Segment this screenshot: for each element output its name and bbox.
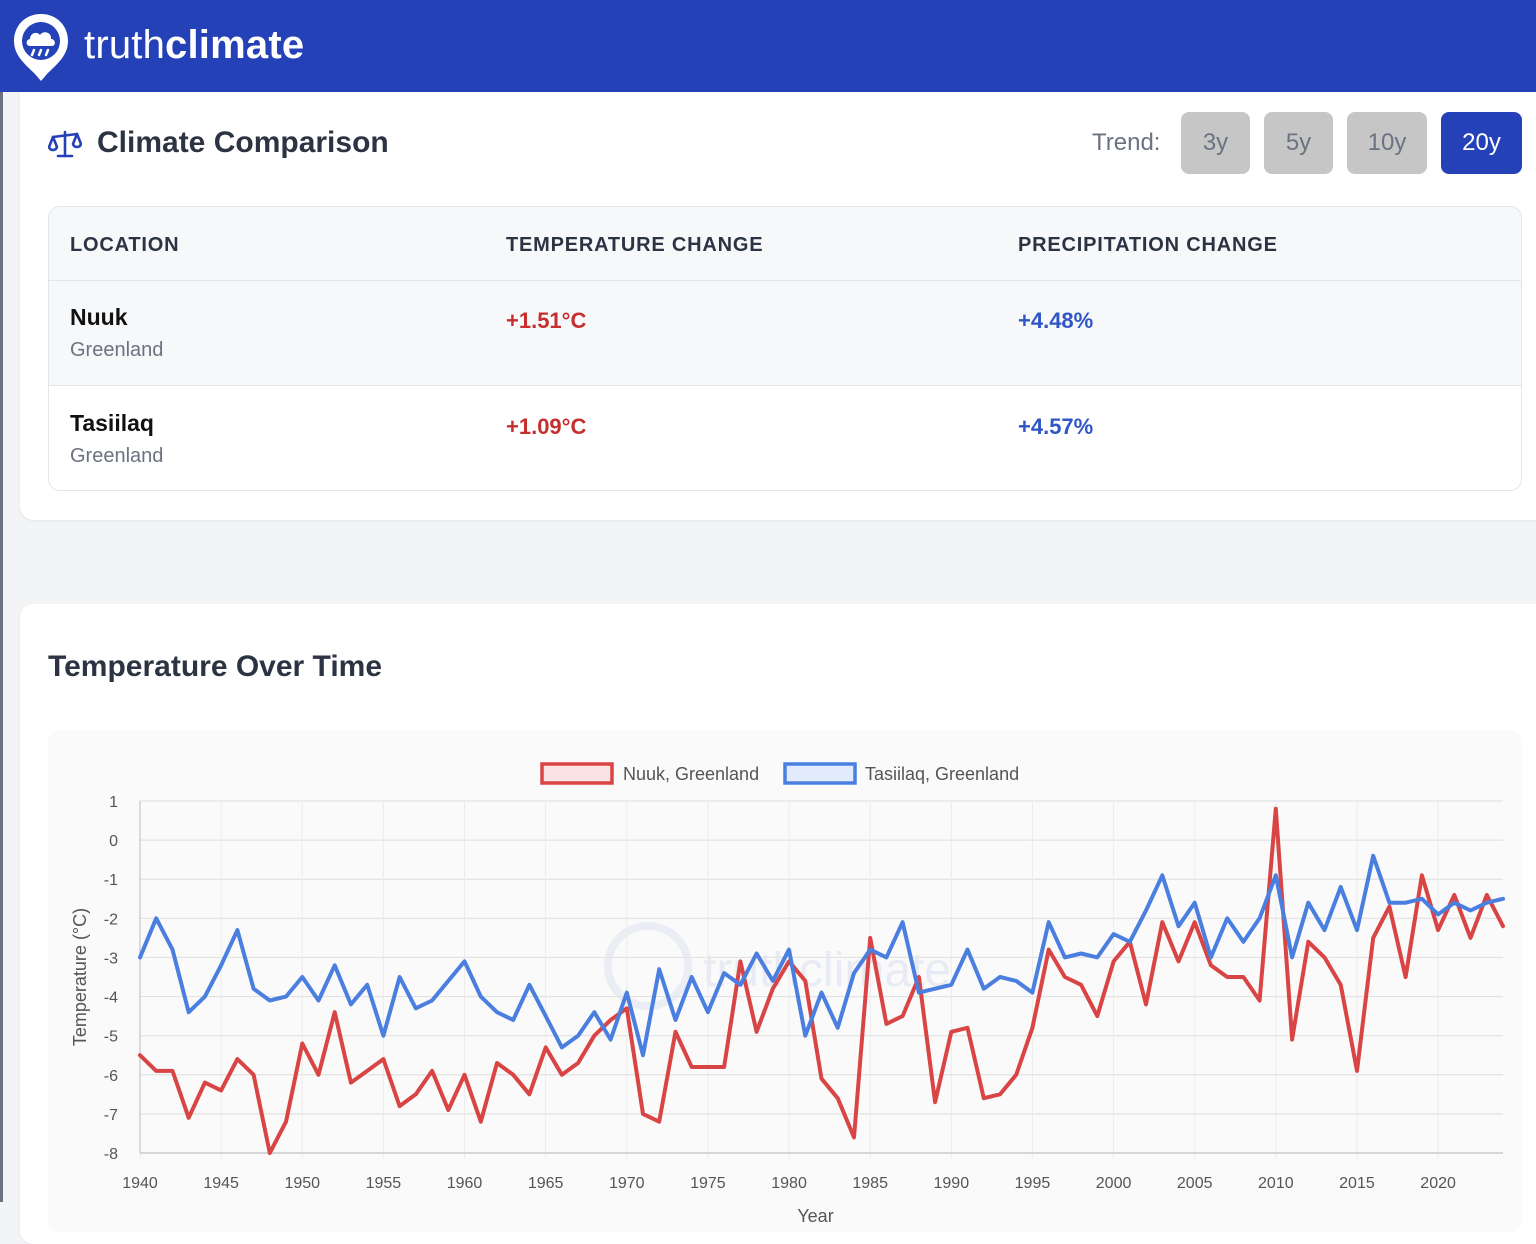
location-name: Tasiilaq: [70, 410, 154, 436]
scale-balance-icon: [48, 130, 82, 158]
x-axis-title: Year: [797, 1206, 833, 1226]
precipitation-change-value: +4.48%: [1018, 308, 1094, 333]
trend-label: Trend:: [1092, 129, 1161, 156]
series-line-tasiilaq: [138, 853, 1505, 1058]
legend-label-tasiilaq: Tasiilaq, Greenland: [865, 764, 1019, 784]
y-tick-label: -4: [104, 990, 118, 1007]
table-header: LOCATION TEMPERATURE CHANGE PRECIPITATIO…: [49, 207, 1521, 281]
y-tick-label: -1: [104, 872, 118, 889]
comparison-table: LOCATION TEMPERATURE CHANGE PRECIPITATIO…: [48, 206, 1522, 491]
x-tick-label: 1945: [203, 1175, 239, 1192]
x-tick-label: 2005: [1177, 1175, 1213, 1192]
legend-swatch-nuuk: [540, 762, 614, 785]
location-name: Nuuk: [70, 304, 128, 330]
trend-20y-button[interactable]: 20y: [1441, 112, 1522, 174]
y-tick-label: -8: [104, 1146, 118, 1163]
brand-name[interactable]: truthclimate: [84, 20, 304, 70]
x-tick-label: 2010: [1258, 1175, 1294, 1192]
trend-3y-button[interactable]: 3y: [1181, 112, 1250, 174]
temperature-change-value: +1.09°C: [506, 414, 587, 439]
x-tick-label: 1955: [366, 1175, 402, 1192]
y-tick-label: -3: [104, 950, 118, 967]
trend-5y-button[interactable]: 5y: [1264, 112, 1333, 174]
y-axis-title: Temperature (°C): [70, 908, 90, 1046]
watermark-logo: [604, 922, 692, 1010]
x-tick-label: 1980: [771, 1175, 807, 1192]
series-line-nuuk: [138, 806, 1505, 1155]
location-country: Greenland: [70, 339, 164, 361]
x-tick-label: 1965: [528, 1175, 564, 1192]
x-tick-label: 1950: [284, 1175, 320, 1192]
x-tick-label: 2000: [1096, 1175, 1132, 1192]
chart-area: truthclimate 1 0 -1 -2 -3 -4 -5 -6 -7 -8 1940 1945 19…: [48, 730, 1522, 1232]
y-tick-label: -7: [104, 1107, 118, 1124]
table-row[interactable]: Nuuk Greenland +1.51°C +4.48%: [49, 281, 1521, 386]
brand-light-text: truth: [84, 23, 166, 67]
temperature-change-value: +1.51°C: [506, 308, 587, 333]
x-tick-label: 1990: [934, 1175, 970, 1192]
column-header-temperature-change: TEMPERATURE CHANGE: [506, 234, 764, 256]
legend-label-nuuk: Nuuk, Greenland: [623, 764, 759, 784]
y-tick-label: 0: [109, 833, 118, 850]
y-tick-label: -5: [104, 1029, 118, 1046]
x-tick-label: 1975: [690, 1175, 726, 1192]
x-tick-label: 2015: [1339, 1175, 1375, 1192]
precipitation-change-value: +4.57%: [1018, 414, 1094, 439]
top-app-bar: truthclimate: [0, 0, 1536, 92]
y-tick-label: 1: [109, 794, 118, 811]
trend-10y-button[interactable]: 10y: [1347, 112, 1427, 174]
sidebar-edge: [0, 92, 3, 1202]
x-tick-label: 1940: [122, 1175, 158, 1192]
comparison-title: Climate Comparison: [97, 126, 389, 159]
x-tick-label: 1995: [1015, 1175, 1051, 1192]
location-country: Greenland: [70, 445, 164, 467]
cloud-rain-logo-icon[interactable]: [12, 12, 70, 82]
y-tick-label: -6: [104, 1068, 118, 1085]
x-tick-label: 1985: [852, 1175, 888, 1192]
chart-section-title: Temperature Over Time: [48, 650, 383, 683]
x-tick-label: 1970: [609, 1175, 645, 1192]
brand-bold-text: climate: [165, 23, 305, 67]
table-row[interactable]: Tasiilaq Greenland +1.09°C +4.57%: [49, 387, 1521, 490]
legend-swatch-tasiilaq: [783, 762, 857, 785]
x-tick-label: 2020: [1420, 1175, 1456, 1192]
column-header-location: LOCATION: [70, 234, 180, 256]
column-header-precipitation-change: PRECIPITATION CHANGE: [1018, 234, 1278, 256]
y-tick-label: -2: [104, 911, 118, 928]
x-tick-label: 1960: [447, 1175, 483, 1192]
